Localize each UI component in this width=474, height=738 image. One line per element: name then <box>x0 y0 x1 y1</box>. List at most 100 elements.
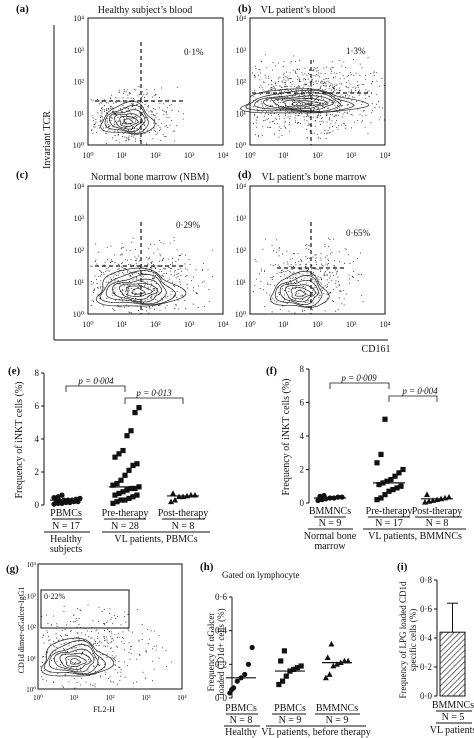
event-dot <box>278 114 279 115</box>
event-dot <box>330 123 332 125</box>
event-dot <box>333 88 334 89</box>
event-dot <box>129 92 130 94</box>
event-dot <box>264 74 266 76</box>
event-dot <box>45 653 47 655</box>
event-dot <box>333 77 334 78</box>
event-dot <box>288 288 290 289</box>
event-dot <box>113 108 115 110</box>
data-point <box>114 480 120 487</box>
event-dot <box>139 93 140 95</box>
event-dot <box>127 138 129 140</box>
event-dot <box>318 88 320 90</box>
event-dot <box>162 259 164 261</box>
event-dot <box>170 273 172 275</box>
panel-e-sig-bracket-1 <box>65 385 126 392</box>
event-dot <box>110 619 112 621</box>
event-dot <box>143 282 145 284</box>
event-dot <box>147 289 149 291</box>
event-dot <box>310 274 312 276</box>
event-dot <box>63 643 65 645</box>
event-dot <box>316 281 318 283</box>
y-tick-label: 10⁴ <box>27 561 37 569</box>
event-dot <box>320 86 321 88</box>
event-dot <box>363 110 365 111</box>
event-dot <box>324 89 326 91</box>
event-dot <box>144 97 145 98</box>
event-dot <box>70 630 71 632</box>
event-dot <box>99 640 101 642</box>
event-dot <box>62 638 63 640</box>
event-dot <box>133 97 135 99</box>
event-dot <box>152 278 154 280</box>
event-dot <box>134 300 136 302</box>
event-dot <box>112 125 113 127</box>
event-dot <box>145 307 147 308</box>
event-dot <box>292 88 294 90</box>
event-dot <box>171 661 173 663</box>
event-dot <box>152 648 153 650</box>
event-dot <box>114 130 116 132</box>
event-dot <box>261 134 263 136</box>
event-dot <box>128 289 130 291</box>
event-dot <box>299 272 301 274</box>
event-dot <box>296 96 298 98</box>
event-dot <box>295 264 297 266</box>
event-dot <box>292 104 294 106</box>
event-dot <box>305 293 307 294</box>
event-dot <box>119 269 121 271</box>
event-dot <box>325 271 326 273</box>
event-dot <box>146 143 148 145</box>
event-dot <box>107 641 108 643</box>
event-dot <box>305 256 307 257</box>
x-tick-label: 10⁴ <box>218 151 229 160</box>
event-dot <box>125 268 126 269</box>
event-dot <box>117 131 119 133</box>
data-point <box>130 462 136 468</box>
event-dot <box>290 271 292 273</box>
event-dot <box>320 259 322 261</box>
event-dot <box>292 95 294 97</box>
event-dot <box>100 117 101 118</box>
event-dot <box>153 668 155 670</box>
event-dot <box>102 109 104 111</box>
event-dot <box>121 129 122 131</box>
event-dot <box>304 84 306 86</box>
event-dot <box>287 79 289 81</box>
event-dot <box>146 92 148 94</box>
event-dot <box>93 643 95 645</box>
event-dot <box>105 673 106 675</box>
event-dot <box>126 665 128 666</box>
panel-c-frame <box>87 185 224 315</box>
event-dot <box>352 277 354 278</box>
event-dot <box>173 285 175 286</box>
event-dot <box>174 294 175 296</box>
event-dot <box>193 290 195 292</box>
event-dot <box>306 270 308 272</box>
event-dot <box>322 289 323 291</box>
event-dot <box>80 609 82 611</box>
event-dot <box>286 283 288 285</box>
event-dot <box>120 107 121 109</box>
event-dot <box>71 648 73 650</box>
event-dot <box>152 288 154 290</box>
event-dot <box>207 269 209 271</box>
event-dot <box>332 100 334 102</box>
contour-line <box>43 640 107 676</box>
data-point <box>315 497 321 504</box>
event-dot <box>151 111 153 113</box>
event-dot <box>287 263 289 265</box>
event-dot <box>161 100 163 102</box>
event-dot <box>162 274 164 276</box>
event-dot <box>284 91 286 93</box>
event-dot <box>75 666 77 668</box>
event-dot <box>318 96 319 98</box>
event-dot <box>268 77 270 79</box>
event-dot <box>128 642 130 644</box>
event-dot <box>374 107 376 108</box>
event-dot <box>283 125 285 127</box>
event-dot <box>307 269 309 271</box>
event-dot <box>153 129 155 131</box>
event-dot <box>48 639 50 641</box>
event-dot <box>99 121 101 123</box>
y-tick-label: 10⁴ <box>73 14 84 23</box>
